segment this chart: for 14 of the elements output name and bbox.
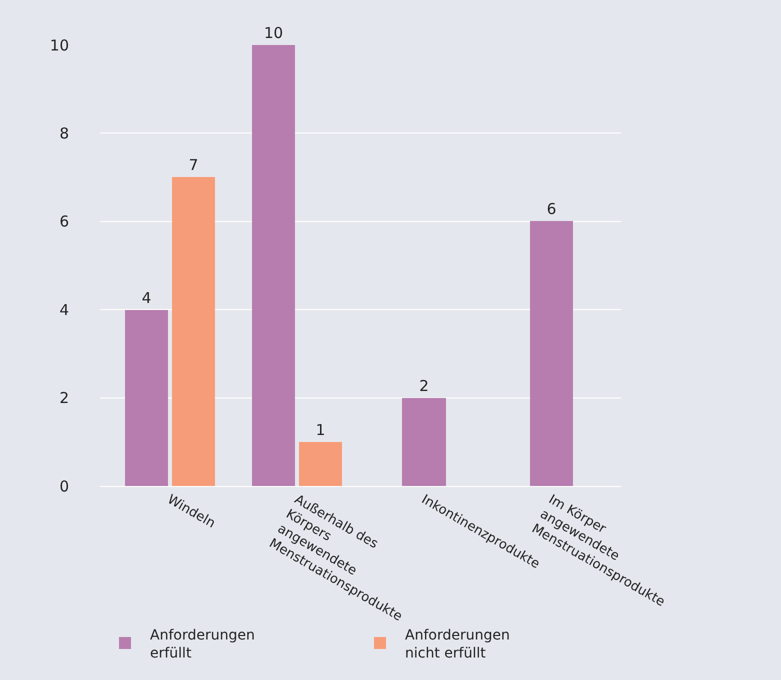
y-tick-label: 6	[59, 212, 69, 231]
legend-label: Anforderungen erfüllt	[150, 627, 255, 662]
y-tick-label: 10	[50, 36, 69, 54]
data-label: 2	[419, 377, 429, 395]
data-label: 10	[264, 24, 284, 42]
y-tick-label: 0	[59, 477, 69, 496]
data-label: 1	[316, 421, 326, 439]
data-label: 7	[188, 156, 198, 174]
legend-label: Anforderungen nicht erfüllt	[405, 627, 510, 662]
data-label: 6	[546, 200, 556, 218]
y-tick-label: 8	[59, 124, 69, 142]
y-tick-label: 4	[59, 300, 69, 319]
data-label: 4	[142, 289, 152, 307]
y-tick-label: 2	[59, 389, 69, 408]
